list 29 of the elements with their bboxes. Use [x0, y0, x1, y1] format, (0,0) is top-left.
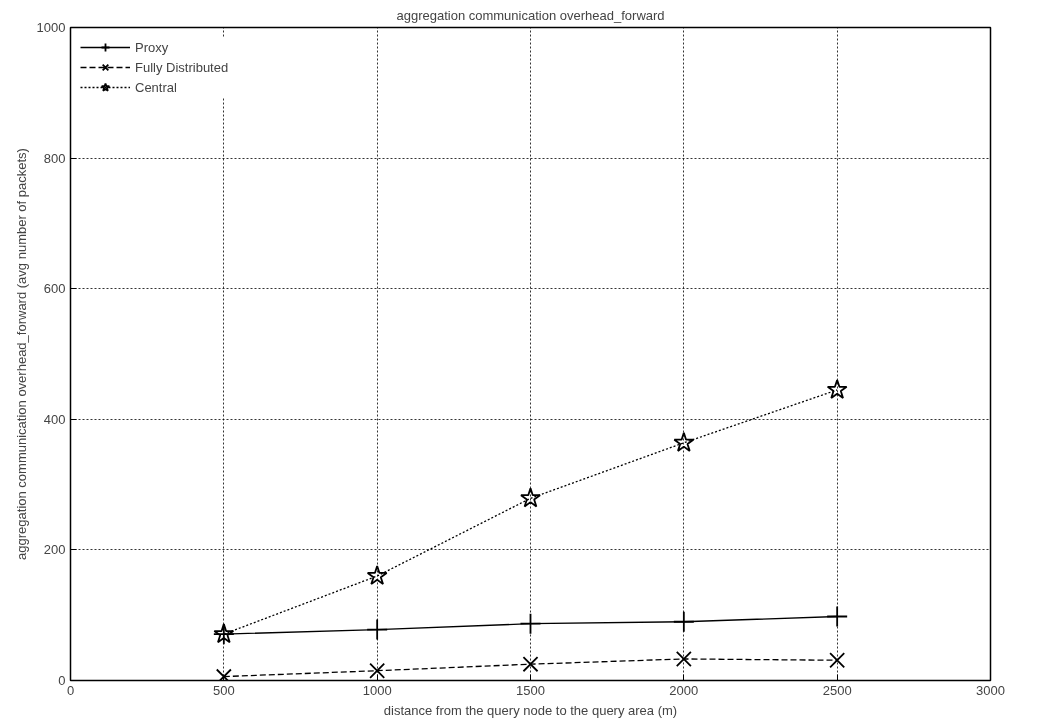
y-tick-label: 200: [43, 542, 66, 558]
x-tick-label: 1000: [362, 682, 392, 698]
point: [829, 652, 846, 669]
point: [673, 431, 695, 452]
y-tick-label: 1000: [36, 20, 66, 35]
point: [366, 618, 389, 641]
chart-title: aggregation communication overhead_forward: [396, 7, 665, 23]
x-tick-label: 2500: [822, 682, 852, 698]
legend-label: Central: [135, 79, 177, 95]
point: [675, 650, 692, 667]
point: [672, 610, 695, 633]
x-tick-label: 3000: [976, 682, 1005, 698]
legend-label: Fully Distributed: [135, 59, 229, 75]
point: [519, 612, 542, 635]
y-axis-title: aggregation communication overhead_forward (avg number of packets): [13, 148, 29, 560]
point: [520, 487, 541, 508]
y-tick-label: 800: [43, 150, 66, 166]
point: [826, 379, 848, 399]
point: [366, 565, 388, 586]
x-tick-label: 500: [212, 682, 235, 698]
x-tick-label: 1500: [516, 682, 545, 698]
y-tick-label: 600: [43, 281, 66, 297]
x-tick-label: 2000: [669, 682, 699, 698]
point: [369, 662, 386, 679]
point: [522, 656, 539, 673]
y-tick-label: 400: [43, 411, 66, 427]
point: [826, 605, 849, 628]
x-axis-title: distance from the query node to the query area (m): [383, 702, 678, 718]
legend-label: Proxy: [135, 39, 169, 55]
